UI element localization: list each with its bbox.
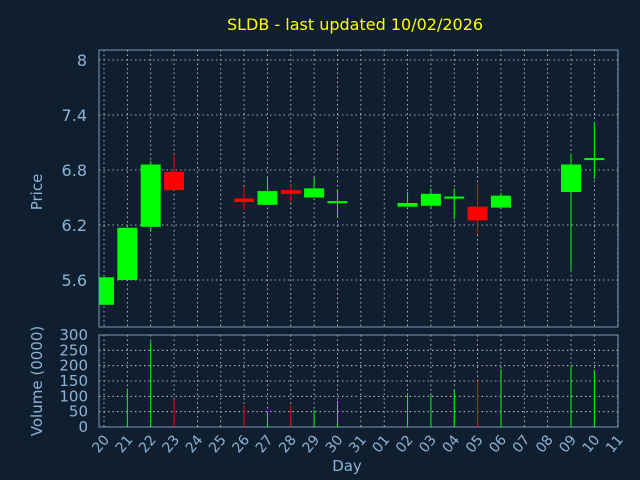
- day-tick-label: 28: [276, 432, 300, 456]
- candle-body: [99, 277, 114, 305]
- volume-plot-frame: [98, 334, 619, 428]
- candle-body: [467, 206, 488, 221]
- volume-tick-label: 250: [59, 341, 88, 359]
- day-tick-label: 03: [416, 432, 440, 456]
- day-tick-label: 06: [486, 432, 510, 456]
- candle: [99, 277, 114, 305]
- candle-body: [164, 171, 185, 191]
- day-tick-label: 24: [183, 432, 207, 456]
- day-tick-label: 08: [533, 432, 557, 456]
- price-plot-frame: [98, 49, 619, 328]
- day-tick-label: 20: [89, 432, 113, 456]
- day-tick-label: 26: [229, 432, 253, 456]
- candle: [304, 177, 325, 198]
- candle: [420, 188, 441, 208]
- day-axis-label: Day: [332, 457, 362, 475]
- day-tick-label: 07: [510, 432, 534, 456]
- price-axis-label: Price: [28, 174, 46, 211]
- price-panel: 5.6 6.2 6.8 7.4 8 Price: [28, 49, 619, 328]
- candle: [561, 153, 581, 270]
- candle-body: [420, 193, 441, 206]
- volume-tick-label: 300: [59, 326, 88, 344]
- volume-tick-label: 100: [59, 387, 88, 405]
- volume-tick-label: 200: [59, 357, 88, 375]
- candle-body: [304, 188, 325, 198]
- candle-body: [257, 191, 278, 205]
- day-tick-label: 29: [299, 432, 323, 456]
- day-tick-label: 30: [323, 432, 347, 456]
- volume-axis-label: Volume (0000): [28, 326, 46, 436]
- day-tick-label: 25: [206, 432, 230, 456]
- candle: [584, 122, 605, 180]
- candle: [117, 227, 138, 280]
- price-tick-label: 6.8: [62, 161, 87, 180]
- candle-body: [444, 196, 465, 199]
- day-tick-label: 10: [580, 432, 604, 456]
- candle-body: [327, 201, 348, 204]
- day-tick-label: 21: [113, 432, 137, 456]
- candle-body: [397, 203, 418, 207]
- day-tick-label: 23: [159, 432, 183, 456]
- day-tick-label: 22: [136, 432, 160, 456]
- candle-body: [117, 227, 138, 280]
- day-tick-label: 11: [603, 432, 627, 456]
- candle: [164, 154, 185, 191]
- day-tick-label: 05: [463, 432, 487, 456]
- volume-tick-label: 0: [78, 418, 88, 436]
- candle-body: [490, 195, 511, 208]
- candle-body: [140, 164, 161, 227]
- price-tick-label: 8: [77, 51, 87, 70]
- day-tick-label: 09: [556, 432, 580, 456]
- candle: [490, 192, 511, 208]
- day-tick-label: 04: [440, 432, 464, 456]
- candle: [140, 160, 161, 232]
- day-tick-label: 27: [253, 432, 277, 456]
- volume-tick-label: 50: [69, 403, 88, 421]
- price-tick-label: 7.4: [62, 106, 87, 125]
- day-axis: 20 21 22 23 24 25 26 27 28 29 30 31 01 02 03 04 05 06 07 08…: [89, 432, 626, 456]
- price-tick-label: 5.6: [62, 271, 87, 290]
- volume-tick-label: 150: [59, 372, 88, 390]
- candle-body: [561, 164, 581, 192]
- day-tick-label: 02: [393, 432, 417, 456]
- day-tick-label: 31: [346, 432, 370, 456]
- candle: [397, 192, 418, 207]
- candle-body: [584, 158, 605, 161]
- chart-title: SLDB - last updated 10/02/2026: [227, 15, 483, 34]
- candle: [257, 176, 278, 205]
- candle: [467, 182, 488, 235]
- price-tick-label: 6.2: [62, 216, 87, 235]
- candle-body: [280, 190, 301, 194]
- candle: [234, 186, 255, 211]
- day-tick-label: 01: [370, 432, 394, 456]
- candle: [327, 189, 348, 217]
- candle: [280, 183, 301, 203]
- candle-body: [234, 198, 255, 203]
- candle: [444, 188, 465, 220]
